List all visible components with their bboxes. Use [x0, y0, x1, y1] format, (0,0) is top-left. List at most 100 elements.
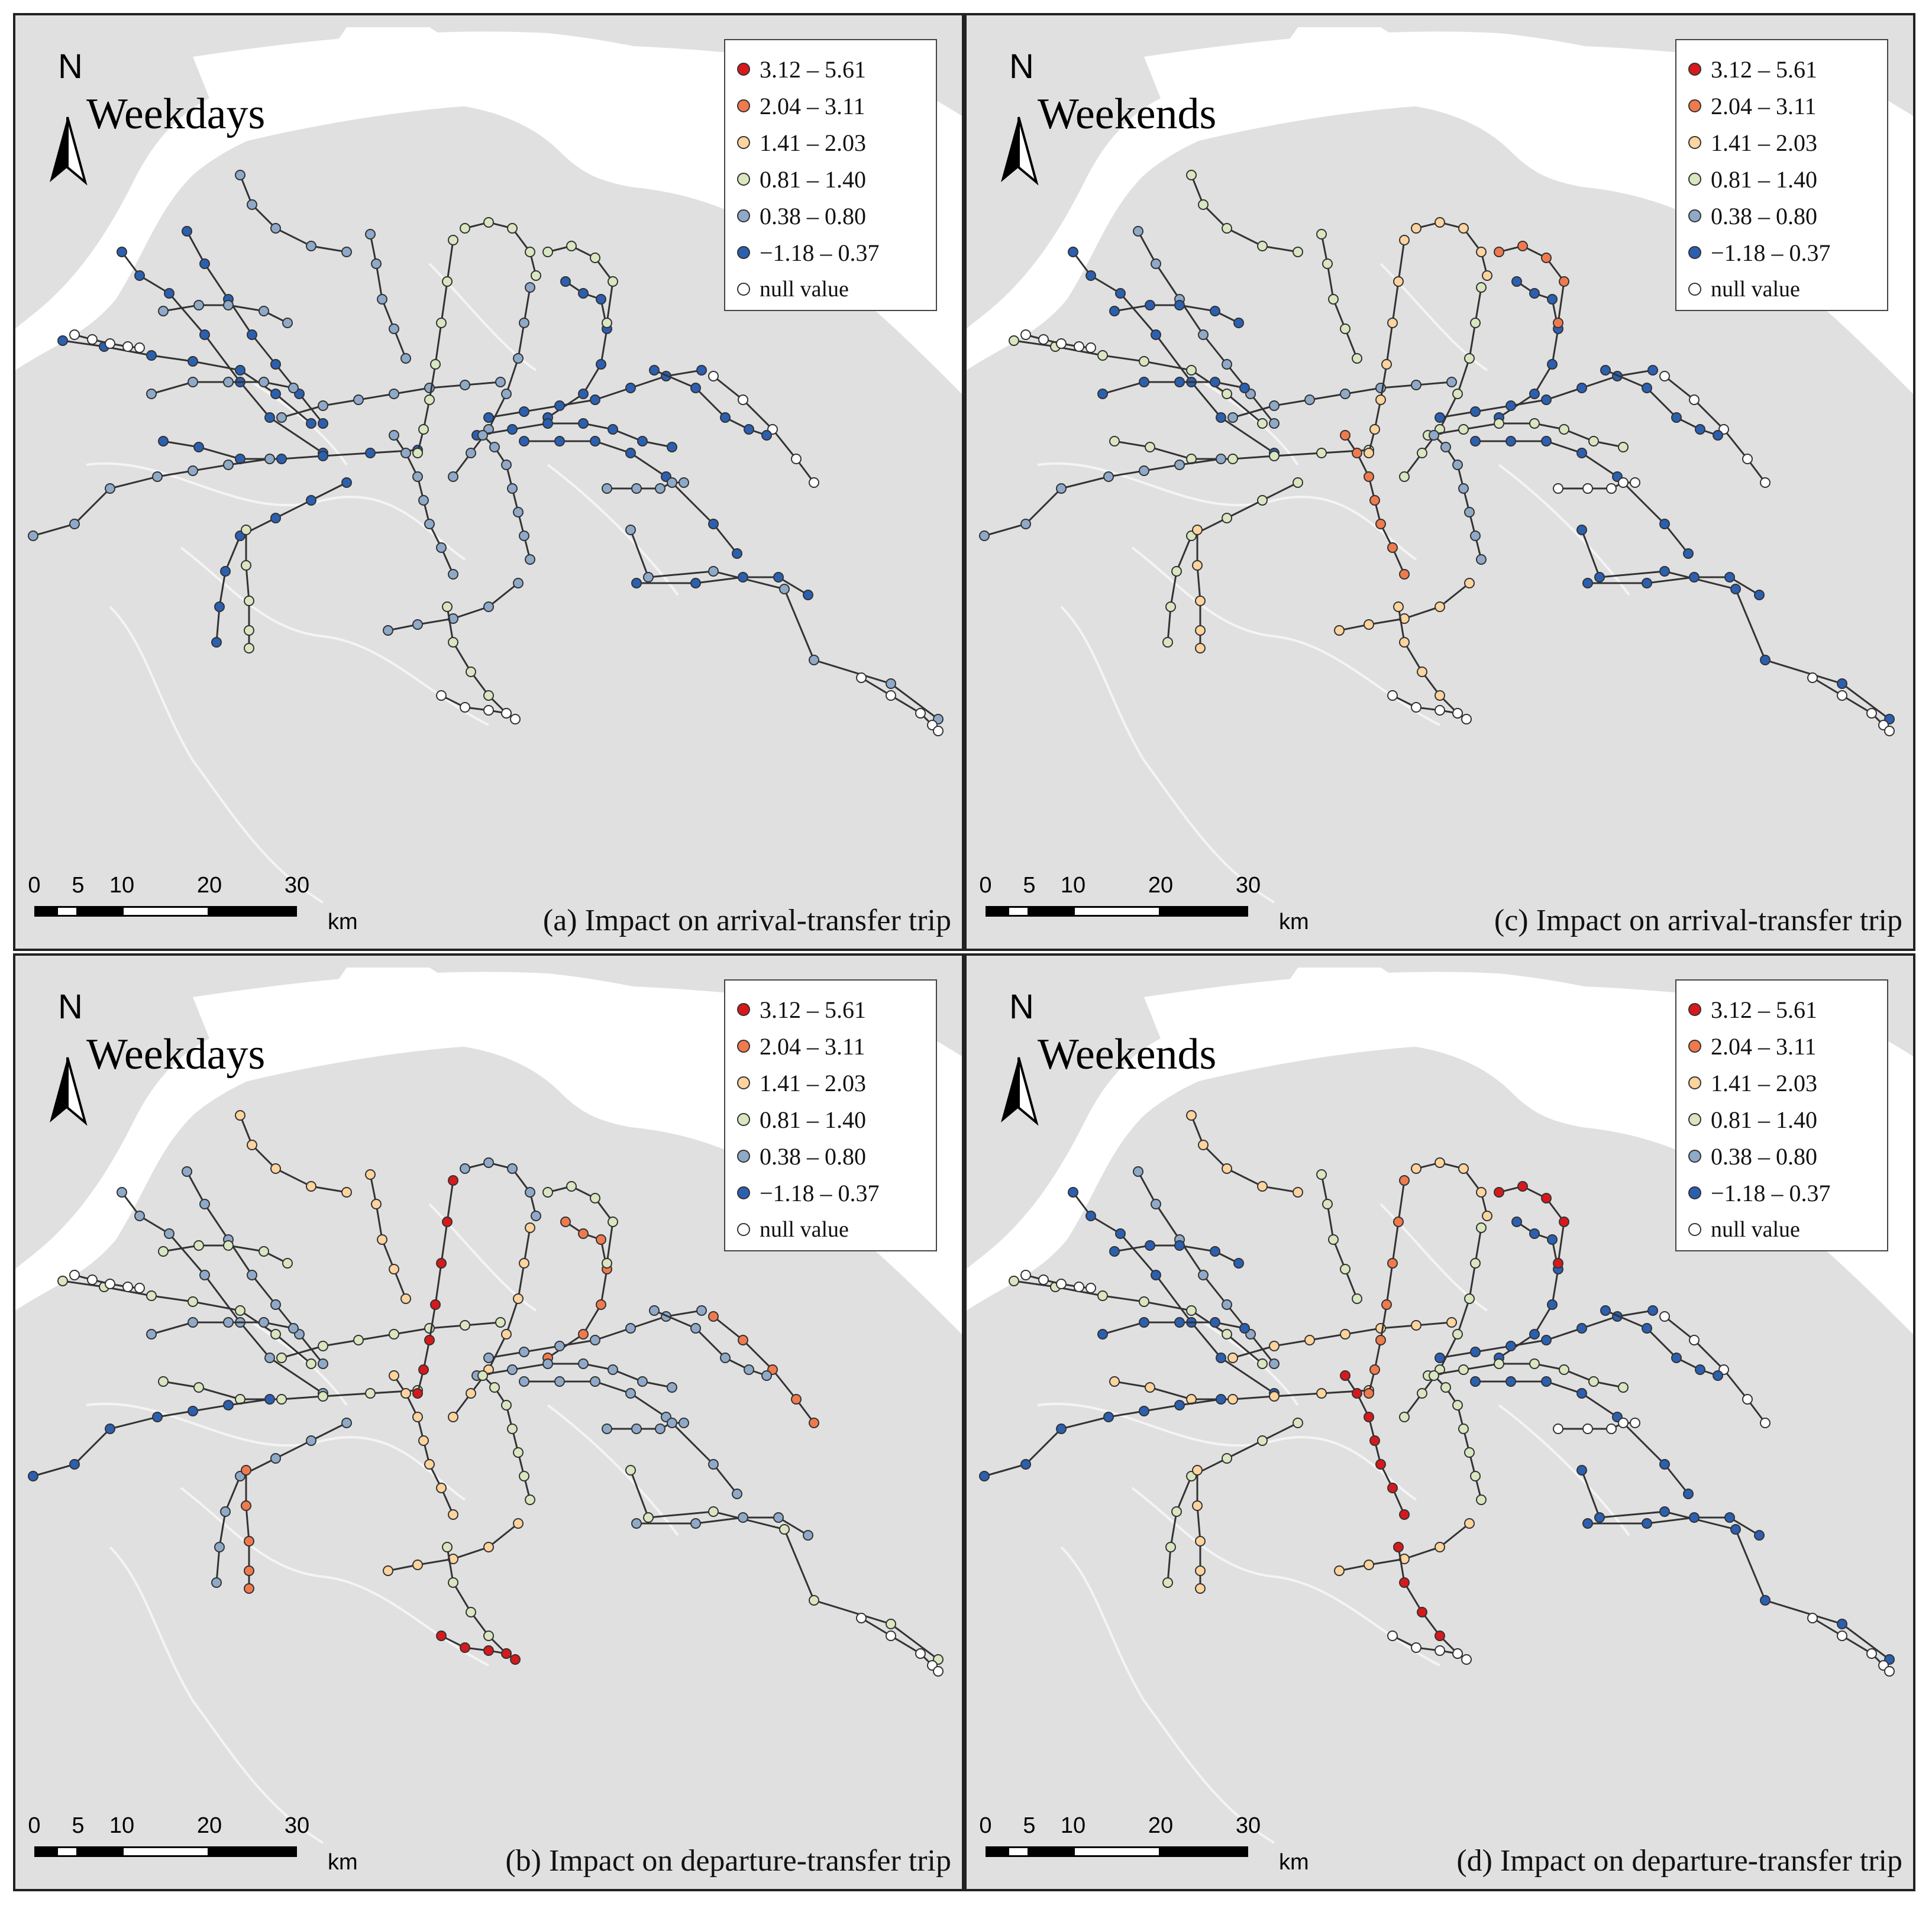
- metro-station: [152, 471, 163, 482]
- metro-station: [353, 1335, 364, 1345]
- metro-station: [412, 448, 423, 458]
- metro-station: [554, 1376, 565, 1387]
- metro-station: [1470, 1471, 1481, 1481]
- legend-label: null value: [1711, 277, 1800, 302]
- scale-segment: [122, 906, 209, 917]
- metro-station: [501, 1329, 512, 1340]
- metro-station: [105, 1424, 115, 1434]
- metro-station: [365, 1169, 376, 1180]
- metro-station: [1393, 276, 1404, 287]
- metro-station: [442, 1217, 453, 1227]
- legend-swatch: [737, 1076, 750, 1089]
- legend-item: 3.12 – 5.61: [1688, 991, 1875, 1028]
- metro-station: [578, 1358, 589, 1369]
- metro-station: [389, 1370, 399, 1381]
- metro-station: [1399, 235, 1410, 245]
- metro-station: [1713, 430, 1723, 441]
- metro-station: [1257, 1181, 1268, 1192]
- metro-station: [979, 530, 990, 541]
- metro-station: [1139, 377, 1149, 387]
- metro-station: [1322, 1199, 1333, 1209]
- metro-station: [519, 436, 529, 447]
- metro-station: [542, 1187, 553, 1198]
- metro-station: [1068, 1187, 1078, 1198]
- metro-station: [1671, 412, 1682, 423]
- scale-tick-label: 20: [1148, 873, 1174, 898]
- metro-station: [1446, 377, 1457, 387]
- metro-station: [803, 590, 813, 600]
- scale-tick-label: 0: [979, 873, 992, 898]
- metro-station: [1222, 1299, 1232, 1310]
- metro-station: [1139, 1317, 1149, 1328]
- metro-station: [809, 655, 819, 665]
- metro-station: [1257, 1435, 1268, 1446]
- metro-station: [608, 1364, 618, 1375]
- metro-station: [602, 1424, 612, 1434]
- legend-item: null value: [1688, 1211, 1875, 1248]
- metro-station: [1476, 247, 1487, 257]
- metro-station: [341, 1187, 352, 1198]
- metro-station: [1505, 436, 1516, 447]
- metro-station: [1369, 495, 1380, 506]
- metro-station: [578, 288, 589, 299]
- metro-station: [779, 1524, 790, 1535]
- metro-station: [1186, 365, 1197, 376]
- metro-station: [460, 1163, 470, 1174]
- legend-item: 0.38 – 0.80: [1688, 198, 1875, 234]
- metro-station: [809, 1418, 819, 1428]
- metro-station: [282, 1258, 293, 1269]
- metro-station: [1689, 394, 1700, 405]
- metro-station: [436, 318, 447, 328]
- scale-segment: [1161, 906, 1248, 917]
- metro-station: [1239, 383, 1250, 393]
- legend-label: 0.38 – 0.80: [760, 1143, 866, 1170]
- metro-station: [1642, 1518, 1652, 1529]
- metro-station: [690, 383, 701, 393]
- metro-station: [1322, 258, 1333, 269]
- metro-station: [1618, 477, 1629, 488]
- metro-station: [1464, 1293, 1475, 1304]
- metro-station: [1559, 1217, 1569, 1227]
- metro-station: [483, 1353, 494, 1363]
- metro-station: [1387, 1258, 1398, 1269]
- scale-bar: 0 5 10 20 30 km: [26, 873, 357, 938]
- metro-station: [590, 1376, 600, 1387]
- metro-station: [1269, 1341, 1280, 1351]
- panel-title: Weekends: [1038, 90, 1217, 138]
- metro-station: [134, 270, 145, 281]
- metro-station: [856, 1613, 867, 1623]
- metro-station: [1139, 356, 1149, 367]
- metro-station: [1529, 1358, 1540, 1369]
- metro-station: [1671, 1353, 1682, 1363]
- metro-station: [643, 1512, 654, 1523]
- metro-station: [264, 412, 275, 423]
- metro-station: [1387, 542, 1398, 553]
- metro-station: [306, 241, 316, 251]
- metro-station: [590, 1335, 600, 1345]
- metro-station: [1440, 442, 1451, 452]
- metro-station: [1222, 513, 1232, 523]
- metro-station: [341, 1418, 352, 1428]
- metro-station: [1606, 1424, 1617, 1434]
- metro-station: [933, 726, 944, 736]
- legend-swatch: [737, 246, 750, 259]
- metro-station: [761, 430, 772, 441]
- scale-tick-label: 10: [109, 1813, 135, 1838]
- metro-station: [608, 276, 618, 287]
- metro-station: [412, 619, 423, 630]
- legend-label: 1.41 – 2.03: [1711, 129, 1817, 156]
- metro-station: [199, 258, 210, 269]
- metro-station: [602, 318, 612, 328]
- metro-station: [1340, 389, 1351, 399]
- legend-swatch: [737, 1150, 750, 1163]
- legend-item: 1.41 – 2.03: [737, 124, 924, 161]
- metro-station: [1411, 1642, 1421, 1653]
- metro-station: [365, 1388, 376, 1399]
- metro-station: [1618, 1382, 1629, 1393]
- legend-label: 0.38 – 0.80: [1711, 202, 1817, 229]
- metro-station: [1115, 288, 1126, 299]
- metro-station: [288, 1323, 299, 1334]
- metro-station: [1109, 1246, 1120, 1257]
- metro-station: [525, 1494, 535, 1505]
- legend-swatch: [1688, 1076, 1701, 1089]
